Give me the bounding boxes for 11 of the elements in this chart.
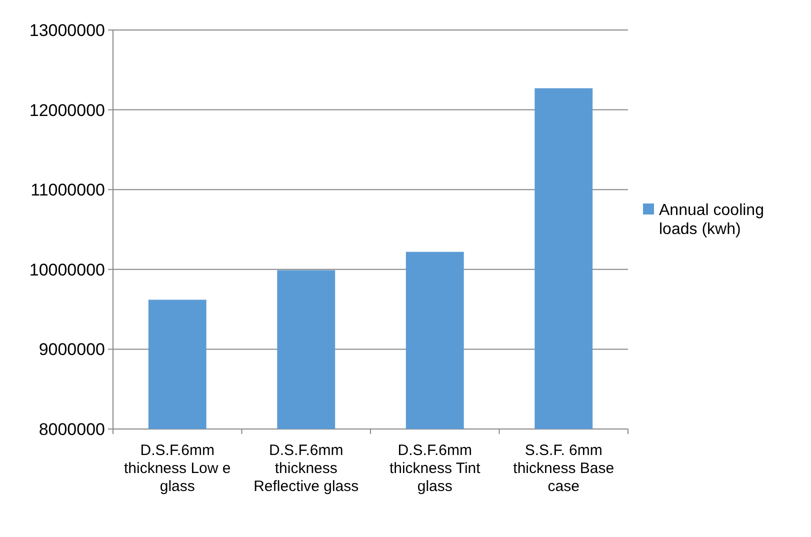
- y-tick-label: 11000000: [30, 180, 105, 200]
- y-tick-label: 12000000: [29, 100, 105, 120]
- y-tick-label: 10000000: [29, 260, 105, 280]
- legend-label: Annual cooling loads (kwh): [659, 202, 764, 238]
- x-tick-label: D.S.F.6mm thickness Low e glass: [124, 442, 231, 495]
- x-tick-label: D.S.F.6mm thickness Reflective glass: [254, 442, 359, 495]
- y-tick-label: 9000000: [38, 340, 105, 360]
- x-tick-label: D.S.F.6mm thickness Tint glass: [389, 442, 482, 495]
- x-tick-label: S.S.F. 6mm thickness Base case: [513, 442, 614, 495]
- y-tick-label: 13000000: [29, 20, 105, 40]
- y-tick-label: 8000000: [38, 420, 105, 439]
